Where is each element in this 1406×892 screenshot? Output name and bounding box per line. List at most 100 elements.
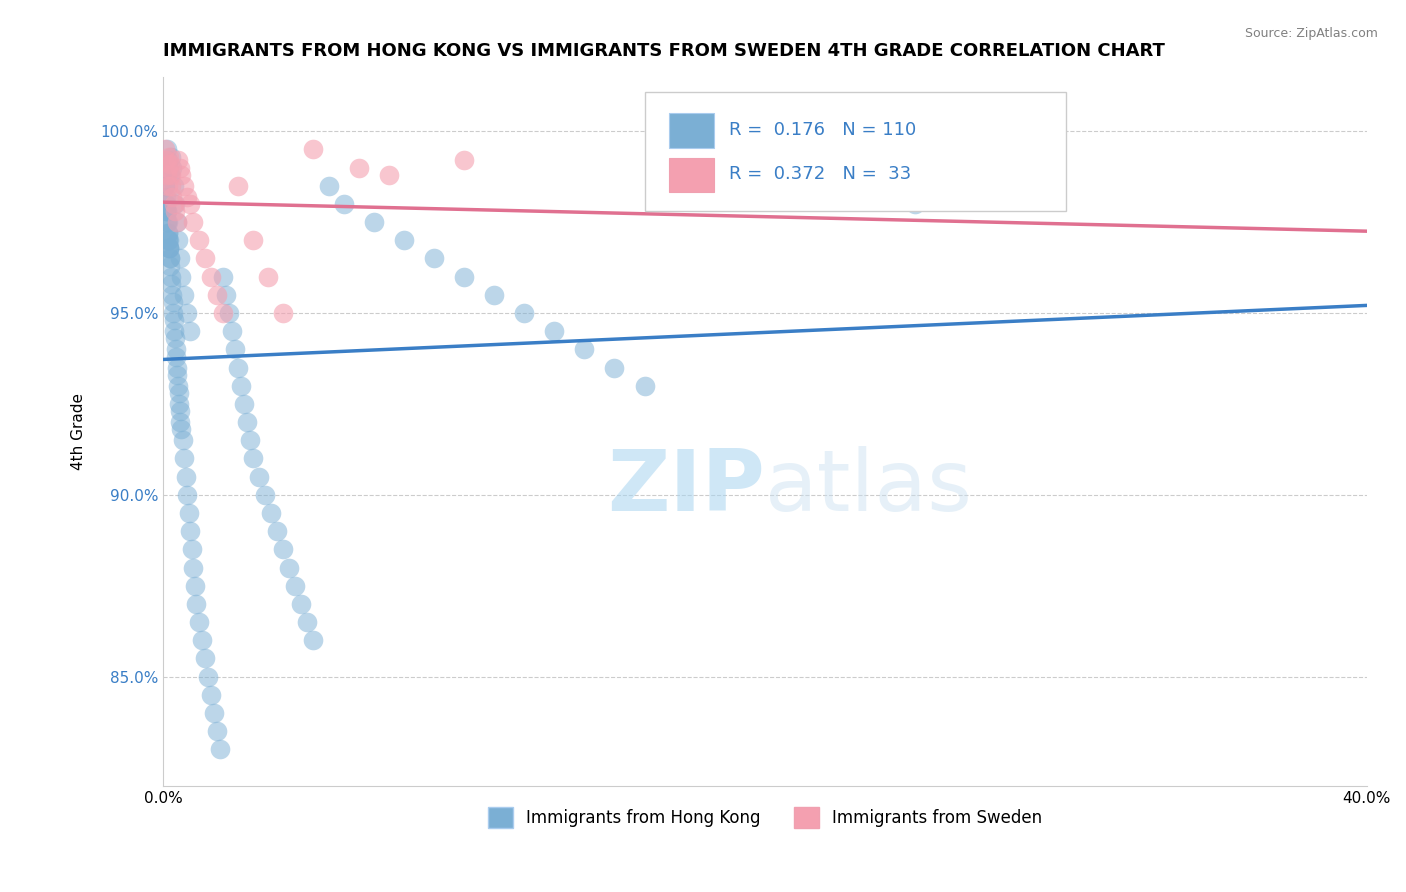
Point xyxy=(157,240,180,254)
Point xyxy=(169,404,191,418)
Point xyxy=(157,226,180,240)
Point xyxy=(160,189,183,203)
Point xyxy=(155,197,177,211)
Point xyxy=(242,451,264,466)
Point xyxy=(169,161,191,175)
Point xyxy=(184,597,207,611)
Point xyxy=(377,168,399,182)
Point xyxy=(167,378,190,392)
Point xyxy=(155,178,177,193)
Legend: Immigrants from Hong Kong, Immigrants from Sweden: Immigrants from Hong Kong, Immigrants fr… xyxy=(481,800,1049,834)
Point xyxy=(181,560,204,574)
Point xyxy=(173,451,195,466)
Point xyxy=(166,360,188,375)
Point xyxy=(170,422,193,436)
Point xyxy=(543,324,565,338)
Point xyxy=(257,269,280,284)
Point xyxy=(157,240,180,254)
Point xyxy=(212,269,235,284)
Point xyxy=(247,469,270,483)
Point xyxy=(173,178,195,193)
Point xyxy=(165,343,187,357)
Point xyxy=(157,233,180,247)
Point xyxy=(254,488,277,502)
Point xyxy=(162,295,184,310)
Point xyxy=(167,397,190,411)
Point xyxy=(226,178,249,193)
Point xyxy=(169,415,191,429)
Point xyxy=(179,197,201,211)
Point xyxy=(155,204,177,219)
Point xyxy=(302,142,325,156)
Text: R =  0.372   N =  33: R = 0.372 N = 33 xyxy=(728,165,911,184)
Point xyxy=(159,269,181,284)
Point xyxy=(318,178,340,193)
Point xyxy=(163,313,186,327)
Point xyxy=(157,240,180,254)
Point xyxy=(170,168,193,182)
Text: Source: ZipAtlas.com: Source: ZipAtlas.com xyxy=(1244,27,1378,40)
Text: ZIP: ZIP xyxy=(607,446,765,530)
Point xyxy=(163,331,186,345)
Text: R =  0.176   N = 110: R = 0.176 N = 110 xyxy=(728,120,917,139)
Point xyxy=(176,488,198,502)
Point xyxy=(157,233,180,247)
Point xyxy=(159,168,181,182)
Point xyxy=(273,542,295,557)
Point xyxy=(177,506,200,520)
Point xyxy=(603,360,626,375)
Point xyxy=(205,288,228,302)
Point xyxy=(363,215,385,229)
Point xyxy=(221,324,243,338)
Point xyxy=(160,277,183,291)
Point xyxy=(153,178,176,193)
Point xyxy=(159,252,181,266)
Point xyxy=(278,560,301,574)
Point xyxy=(754,178,776,193)
Point xyxy=(159,150,181,164)
Point xyxy=(284,579,307,593)
Point xyxy=(173,288,195,302)
Point xyxy=(162,306,184,320)
FancyBboxPatch shape xyxy=(644,92,1066,211)
Point xyxy=(155,168,177,182)
Point xyxy=(156,204,179,219)
Point xyxy=(157,150,180,164)
Point xyxy=(165,350,187,364)
Point xyxy=(155,142,177,156)
Point xyxy=(153,168,176,182)
Point xyxy=(162,197,184,211)
Text: atlas: atlas xyxy=(765,446,973,530)
Point xyxy=(194,252,217,266)
Point xyxy=(453,153,475,168)
Point xyxy=(156,215,179,229)
FancyBboxPatch shape xyxy=(669,113,714,147)
FancyBboxPatch shape xyxy=(669,158,714,192)
Point xyxy=(155,204,177,219)
Point xyxy=(209,742,232,756)
Point xyxy=(176,306,198,320)
Point xyxy=(159,252,181,266)
Point xyxy=(200,269,222,284)
Point xyxy=(212,306,235,320)
Point xyxy=(297,615,319,629)
Point xyxy=(167,386,190,401)
Point xyxy=(156,215,179,229)
Point xyxy=(242,233,264,247)
Point xyxy=(290,597,312,611)
Point xyxy=(160,288,183,302)
Point xyxy=(188,615,211,629)
Point xyxy=(183,579,205,593)
Point xyxy=(482,288,505,302)
Point xyxy=(347,161,370,175)
Y-axis label: 4th Grade: 4th Grade xyxy=(72,392,86,470)
Point xyxy=(162,178,184,193)
Point xyxy=(157,178,180,193)
Point xyxy=(302,633,325,648)
Point xyxy=(166,215,188,229)
Point xyxy=(155,153,177,168)
Point xyxy=(163,324,186,338)
Point xyxy=(194,651,217,665)
Point xyxy=(188,233,211,247)
Point xyxy=(155,197,177,211)
